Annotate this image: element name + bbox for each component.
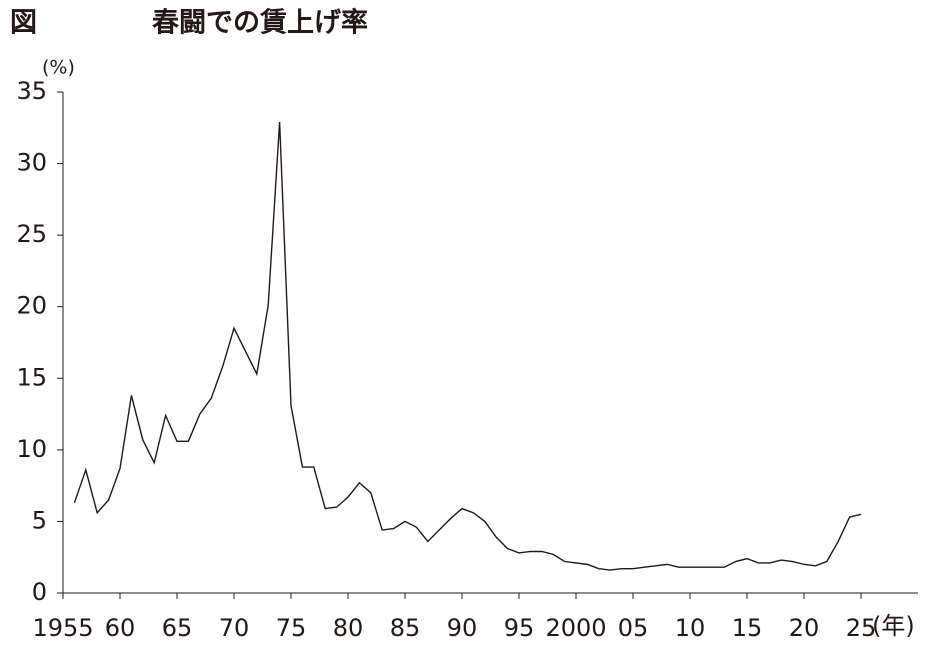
x-tick-label: 10: [675, 614, 706, 642]
figure-label: 図: [10, 8, 37, 39]
x-tick-label: 15: [732, 614, 763, 642]
x-axis-label: (年): [872, 612, 915, 640]
x-tick-label: 20: [789, 614, 820, 642]
y-tick-label: 30: [16, 149, 47, 177]
y-axis-label: (%): [42, 57, 75, 79]
y-tick-label: 10: [16, 435, 47, 463]
y-tick-label: 15: [16, 363, 47, 391]
x-tick-label: 75: [276, 614, 307, 642]
x-tick-label: 90: [447, 614, 478, 642]
x-tick-label: 2000: [545, 614, 606, 642]
y-tick-label: 0: [32, 578, 47, 606]
data-line: [73, 122, 862, 571]
y-tick-label: 35: [16, 77, 47, 105]
chart-title: 春闘での賃上げ率: [152, 7, 368, 39]
x-tick-label: 60: [105, 614, 136, 642]
x-tick-label: 70: [219, 614, 250, 642]
y-tick-label: 20: [16, 292, 47, 320]
x-tick-label: 80: [333, 614, 364, 642]
x-tick-label: 95: [504, 614, 535, 642]
y-tick-label: 25: [16, 220, 47, 248]
y-tick-label: 5: [32, 506, 47, 534]
x-tick-label: 1955: [32, 614, 93, 642]
x-tick-label: 65: [162, 614, 193, 642]
x-tick-label: 05: [618, 614, 649, 642]
x-tick-label: 85: [390, 614, 421, 642]
x-tick-label: 25: [846, 614, 877, 642]
